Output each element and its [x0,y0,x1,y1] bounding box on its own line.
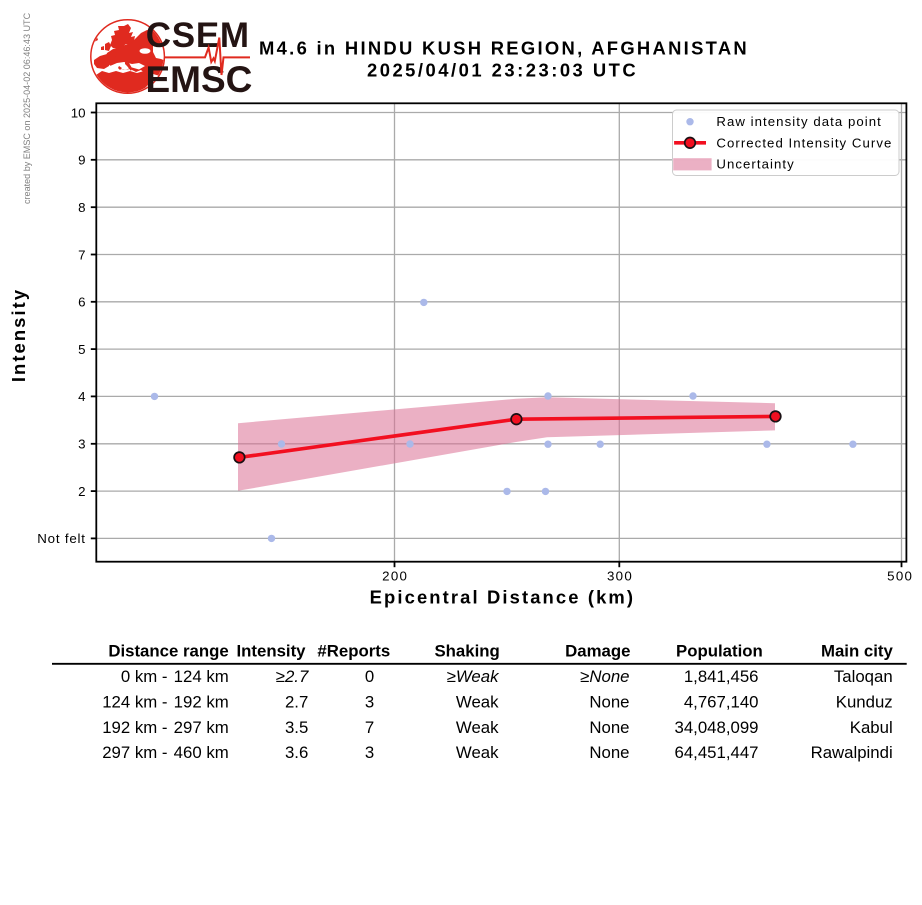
svg-text:0: 0 [365,667,374,686]
svg-text:300: 300 [607,569,633,584]
svg-text:Shaking: Shaking [434,641,499,660]
svg-text:297 km: 297 km [174,718,229,737]
svg-text:Distance range: Distance range [108,641,228,660]
svg-text:None: None [589,692,629,711]
svg-text:9: 9 [78,153,85,168]
svg-text:1,841,456: 1,841,456 [684,667,759,686]
svg-text:Population: Population [676,641,763,660]
svg-text:Weak: Weak [456,743,499,762]
svg-text:34,048,099: 34,048,099 [675,718,759,737]
svg-text:64,451,447: 64,451,447 [675,743,759,762]
svg-text:5: 5 [78,342,85,357]
svg-text:10: 10 [71,105,86,120]
svg-text:3: 3 [365,743,374,762]
svg-text:3: 3 [365,692,374,711]
svg-text:None: None [589,743,629,762]
svg-text:500: 500 [887,569,913,584]
svg-text:Weak: Weak [456,718,499,737]
svg-text:4,767,140: 4,767,140 [684,692,759,711]
svg-text:124 km: 124 km [174,667,229,686]
svg-text:EMSC: EMSC [146,59,253,100]
svg-text:2.7: 2.7 [285,692,308,711]
svg-text:3.5: 3.5 [285,718,308,737]
svg-text:124 km -: 124 km - [102,692,167,711]
svg-text:Damage: Damage [565,641,630,660]
svg-text:2025/04/01 23:23:03 UTC: 2025/04/01 23:23:03 UTC [367,59,638,80]
svg-text:Kabul: Kabul [850,718,893,737]
svg-text:Weak: Weak [456,692,499,711]
svg-text:None: None [589,718,629,737]
svg-text:Not felt: Not felt [37,531,86,546]
svg-text:Epicentral Distance (km): Epicentral Distance (km) [370,587,636,608]
svg-text:460 km: 460 km [174,743,229,762]
svg-text:Taloqan: Taloqan [834,667,893,686]
svg-text:Corrected Intensity Curve: Corrected Intensity Curve [716,135,892,150]
svg-text:Intensity: Intensity [8,288,29,382]
svg-text:2: 2 [78,484,85,499]
svg-text:0 km -: 0 km - [121,667,168,686]
svg-text:192 km: 192 km [174,692,229,711]
svg-text:Raw intensity data point: Raw intensity data point [716,114,881,129]
svg-text:6: 6 [78,295,85,310]
svg-text:Kunduz: Kunduz [836,692,893,711]
svg-text:created by EMSC on 2025-04-02: created by EMSC on 2025-04-02 06:46:43 U… [22,12,32,204]
svg-text:Main city: Main city [821,641,893,660]
svg-text:≥None: ≥None [580,667,629,686]
svg-text:3.6: 3.6 [285,743,308,762]
svg-text:7: 7 [365,718,374,737]
svg-text:CSEM: CSEM [146,16,250,55]
svg-text:200: 200 [382,569,408,584]
svg-text:Intensity: Intensity [236,641,306,660]
svg-text:297 km -: 297 km - [102,743,167,762]
svg-text:3: 3 [78,437,85,452]
svg-text:M4.6 in HINDU KUSH REGION, AFG: M4.6 in HINDU KUSH REGION, AFGHANISTAN [259,37,749,58]
svg-text:8: 8 [78,200,85,215]
svg-text:≥2.7: ≥2.7 [276,667,309,686]
svg-text:≥Weak: ≥Weak [447,667,500,686]
svg-text:Rawalpindi: Rawalpindi [811,743,893,762]
svg-text:4: 4 [78,389,85,404]
svg-text:#Reports: #Reports [317,641,390,660]
svg-text:Uncertainty: Uncertainty [716,157,794,172]
svg-text:7: 7 [78,247,85,262]
svg-text:192 km -: 192 km - [102,718,167,737]
